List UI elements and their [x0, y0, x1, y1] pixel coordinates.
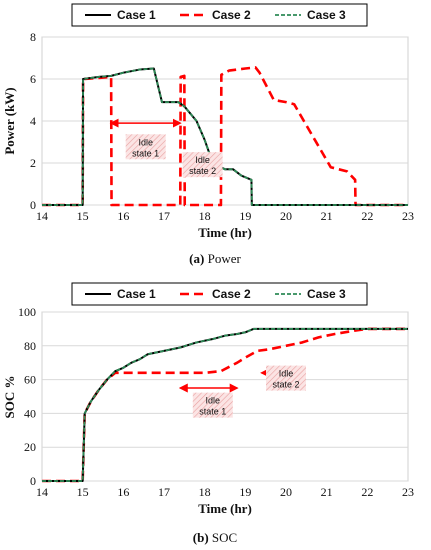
soc-legend-box — [71, 282, 368, 306]
power-idle-label-box — [125, 134, 166, 160]
soc-idle-label: Idle state 1 — [199, 396, 226, 417]
soc-x-tick-label: 22 — [361, 485, 373, 499]
power-gridlines — [42, 36, 408, 206]
soc-y-tick-label: 40 — [24, 406, 36, 420]
power-y-tick-label: 2 — [30, 156, 36, 170]
soc-y-tick-label: 80 — [24, 339, 36, 353]
power-chart: Case 1 Case 2 Case 3 0 2 4 6 8 14 15 16 17 18 19 20 21… — [2, 3, 414, 266]
soc-x-tick-label: 21 — [321, 485, 333, 499]
soc-x-tick-label: 20 — [280, 485, 292, 499]
power-idle-label: Idle state 1 — [132, 137, 159, 158]
power-x-tick-label: 19 — [239, 209, 251, 223]
soc-x-tick-label: 23 — [402, 485, 414, 499]
soc-x-tick-label: 18 — [199, 485, 211, 499]
power-x-tick-label: 22 — [361, 209, 373, 223]
power-y-axis-title: Power (kW) — [2, 87, 17, 154]
soc-idle-label: Idle state 2 — [272, 369, 299, 390]
soc-x-tick-label: 14 — [36, 485, 48, 499]
soc-legend-entries: Case 1 Case 2 Case 3 — [85, 287, 346, 301]
soc-y-axis-title: SOC % — [2, 376, 17, 419]
soc-idle-label-box — [266, 365, 306, 391]
power-x-tick-label: 17 — [158, 209, 170, 223]
soc-caption-text: SOC — [209, 530, 238, 545]
power-y-tick-label: 8 — [30, 30, 36, 44]
power-caption-label: (a) — [189, 251, 204, 266]
power-caption: (a) Power — [189, 251, 241, 266]
power-series-line-case-3 — [42, 67, 408, 206]
soc-idle-label-box — [192, 392, 233, 418]
soc-x-tick-label: 19 — [239, 485, 251, 499]
soc-legend-label: Case 2 — [212, 287, 251, 301]
soc-x-tick-label: 15 — [77, 485, 89, 499]
power-y-tick-label: 6 — [30, 72, 36, 86]
power-legend-label: Case 2 — [212, 8, 251, 22]
soc-y-tick-label: 20 — [24, 440, 36, 454]
power-x-tick-label: 20 — [280, 209, 292, 223]
power-series-line-case-2 — [42, 66, 408, 207]
power-annotations: Idle state 1 Idle state 2 — [109, 118, 223, 178]
power-legend-box — [71, 3, 368, 27]
soc-legend-label: Case 1 — [117, 287, 156, 301]
soc-series-line-case-3 — [42, 328, 408, 482]
power-x-axis-title: Time (hr) — [198, 225, 252, 240]
soc-legend: Case 1 Case 2 Case 3 — [71, 282, 368, 306]
soc-legend-label: Case 3 — [307, 287, 346, 301]
power-x-tick-label: 23 — [402, 209, 414, 223]
soc-chart: Case 1 Case 2 Case 3 0 20 40 60 80 100 14 15 16 17 1… — [2, 282, 414, 545]
power-x-tick-label: 21 — [321, 209, 333, 223]
power-tick-labels: 0 2 4 6 8 14 15 16 17 18 19 20 21 22 23 — [30, 30, 414, 223]
soc-x-tick-label: 17 — [158, 485, 170, 499]
power-legend: Case 1 Case 2 Case 3 — [71, 3, 368, 27]
power-caption-text: Power — [204, 251, 241, 266]
power-x-tick-label: 16 — [117, 209, 129, 223]
power-idle-label-box — [182, 152, 223, 178]
soc-x-tick-label: 16 — [117, 485, 129, 499]
soc-tick-labels: 0 20 40 60 80 100 14 15 16 17 18 19 20 21 22 23 — [18, 305, 414, 499]
soc-series — [42, 327, 408, 483]
power-legend-label: Case 3 — [307, 8, 346, 22]
soc-caption-label: (b) — [193, 530, 209, 545]
power-legend-label: Case 1 — [117, 8, 156, 22]
soc-y-tick-label: 100 — [18, 305, 36, 319]
soc-annotations: Idle state 1 Idle state 2 — [178, 365, 306, 418]
soc-y-tick-label: 60 — [24, 373, 36, 387]
soc-caption: (b) SOC — [193, 530, 237, 545]
soc-x-axis-title: Time (hr) — [198, 501, 252, 516]
power-series — [42, 66, 408, 207]
power-x-tick-label: 18 — [199, 209, 211, 223]
power-legend-entries: Case 1 Case 2 Case 3 — [85, 8, 346, 22]
power-x-tick-label: 15 — [77, 209, 89, 223]
power-y-tick-label: 0 — [30, 198, 36, 212]
soc-y-tick-label: 0 — [30, 474, 36, 488]
power-x-tick-label: 14 — [36, 209, 48, 223]
power-y-tick-label: 4 — [30, 114, 36, 128]
power-idle-label: Idle state 2 — [189, 155, 216, 176]
